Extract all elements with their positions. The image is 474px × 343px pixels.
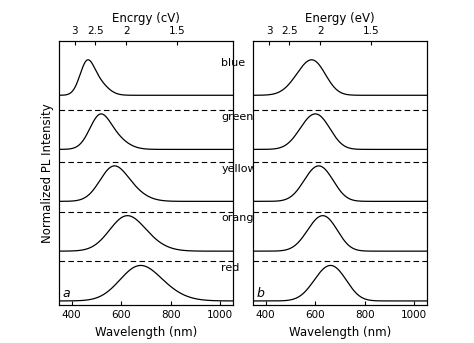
Text: b: b <box>257 287 265 300</box>
Y-axis label: Normalized PL Intensity: Normalized PL Intensity <box>41 103 54 243</box>
X-axis label: Wavelength (nm): Wavelength (nm) <box>95 326 197 339</box>
Text: a: a <box>63 287 71 300</box>
Text: red: red <box>221 263 240 273</box>
X-axis label: Wavelength (nm): Wavelength (nm) <box>289 326 391 339</box>
Text: orange: orange <box>221 213 261 224</box>
Text: green: green <box>221 112 254 122</box>
X-axis label: Encrgy (cV): Encrgy (cV) <box>112 12 180 25</box>
Text: blue: blue <box>221 58 246 68</box>
Text: yellow: yellow <box>221 164 257 174</box>
X-axis label: Energy (eV): Energy (eV) <box>305 12 375 25</box>
